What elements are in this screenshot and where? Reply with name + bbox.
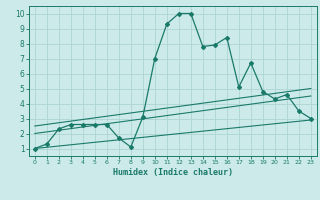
X-axis label: Humidex (Indice chaleur): Humidex (Indice chaleur) <box>113 168 233 177</box>
